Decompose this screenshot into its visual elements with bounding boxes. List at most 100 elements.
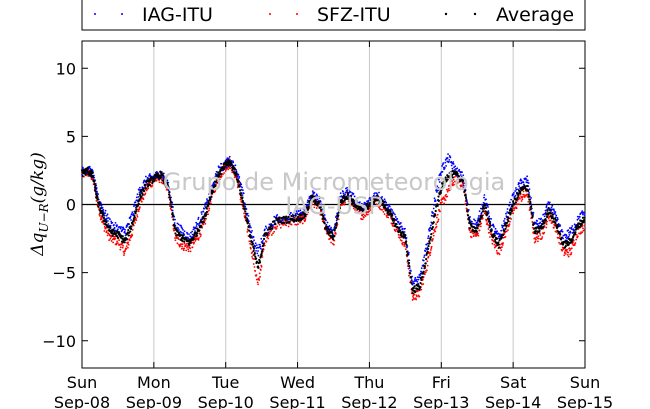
series-1-point xyxy=(142,198,145,201)
series-1-point xyxy=(246,231,249,233)
series-2-point xyxy=(413,285,416,288)
series-2-point xyxy=(513,203,516,206)
series-0-point xyxy=(520,179,523,182)
series-2-point xyxy=(367,205,370,208)
series-0-point xyxy=(200,211,203,214)
series-0-point xyxy=(424,250,427,252)
series-1-point xyxy=(429,254,432,257)
series-0-point xyxy=(136,193,139,196)
series-1-point xyxy=(489,236,491,238)
series-2-point xyxy=(516,196,519,199)
series-2-point xyxy=(195,233,198,237)
series-1-point xyxy=(294,217,297,220)
series-1-point xyxy=(197,238,200,241)
series-2-point xyxy=(218,175,221,178)
series-2-point xyxy=(93,180,96,183)
series-0-point xyxy=(171,209,174,212)
series-0-point xyxy=(241,189,244,192)
series-0-point xyxy=(525,177,527,180)
y-tick-label-3: 5 xyxy=(66,127,76,146)
series-0-point xyxy=(104,209,107,212)
series-0-point xyxy=(134,201,137,204)
series-1-point xyxy=(155,179,158,182)
series-2-point xyxy=(160,171,163,174)
series-2-point xyxy=(444,176,447,179)
series-2-point xyxy=(484,210,487,213)
series-2-point xyxy=(243,207,246,210)
series-1-point xyxy=(185,249,188,252)
series-2-point xyxy=(320,208,323,211)
series-0-point xyxy=(134,204,136,207)
series-0-point xyxy=(142,181,145,184)
series-0-point xyxy=(358,201,361,204)
series-2-point xyxy=(364,208,367,211)
series-0-point xyxy=(583,214,586,216)
series-0-point xyxy=(396,217,399,220)
series-0-point xyxy=(264,225,267,228)
series-2-point xyxy=(248,229,251,232)
series-0-point xyxy=(562,237,564,240)
series-2-point xyxy=(419,286,422,289)
series-0-point xyxy=(423,256,426,259)
series-1-point xyxy=(531,221,534,223)
series-1-point xyxy=(477,232,479,235)
legend-label-0: IAG-ITU xyxy=(142,4,213,26)
series-0-point xyxy=(291,213,294,216)
series-1-point xyxy=(354,211,357,214)
series-2-point xyxy=(159,176,163,179)
series-0-point xyxy=(472,222,475,225)
series-0-point xyxy=(583,212,586,214)
series-0-point xyxy=(346,186,348,189)
series-2-point xyxy=(480,214,484,217)
series-0-point xyxy=(259,243,261,246)
series-2-point xyxy=(141,193,144,196)
series-0-point xyxy=(564,236,567,239)
series-1-point xyxy=(439,202,442,205)
series-0-point xyxy=(255,249,257,252)
series-0-point xyxy=(388,205,391,208)
series-0-point xyxy=(323,214,326,216)
series-0-point xyxy=(107,220,109,222)
series-0-point xyxy=(567,229,570,232)
series-0-point xyxy=(165,176,168,178)
series-1-point xyxy=(566,248,568,251)
legend-entry-1: SFZ-ITU xyxy=(269,4,391,26)
series-2-point xyxy=(439,191,442,194)
series-1-point xyxy=(99,215,101,217)
series-2-point xyxy=(163,177,166,180)
series-1-point xyxy=(333,243,335,246)
series-0-point xyxy=(442,162,445,165)
series-0-point xyxy=(506,211,509,213)
series-1-point xyxy=(366,213,369,216)
series-1-point xyxy=(147,187,150,190)
series-1-point xyxy=(430,245,433,248)
series-2-point xyxy=(365,202,369,205)
series-0-point xyxy=(315,197,318,199)
series-1-point xyxy=(204,219,206,222)
series-1-point xyxy=(475,235,477,237)
series-2-point xyxy=(169,198,172,201)
grid xyxy=(82,41,585,368)
series-2-point xyxy=(500,236,504,239)
series-1-point xyxy=(535,238,537,241)
series-2-point xyxy=(147,183,150,186)
series-2-point xyxy=(411,292,415,295)
series-0-point xyxy=(463,182,465,185)
series-2-point xyxy=(205,213,208,216)
series-2-point xyxy=(274,223,277,226)
series-0-point xyxy=(438,181,441,183)
series-1-point xyxy=(399,236,402,239)
series-2-point xyxy=(384,204,387,207)
series-1-point xyxy=(109,237,112,240)
series-2-point xyxy=(379,197,383,201)
series-1-point xyxy=(472,232,475,235)
series-0-point xyxy=(325,219,327,222)
series-0-point xyxy=(508,204,511,207)
series-2-point xyxy=(370,199,373,202)
series-0-point xyxy=(390,208,392,210)
series-2-point xyxy=(502,233,505,237)
series-1-point xyxy=(426,260,429,263)
series-1-point xyxy=(183,242,186,245)
series-0-point xyxy=(228,155,231,158)
series-0-point xyxy=(251,230,253,232)
